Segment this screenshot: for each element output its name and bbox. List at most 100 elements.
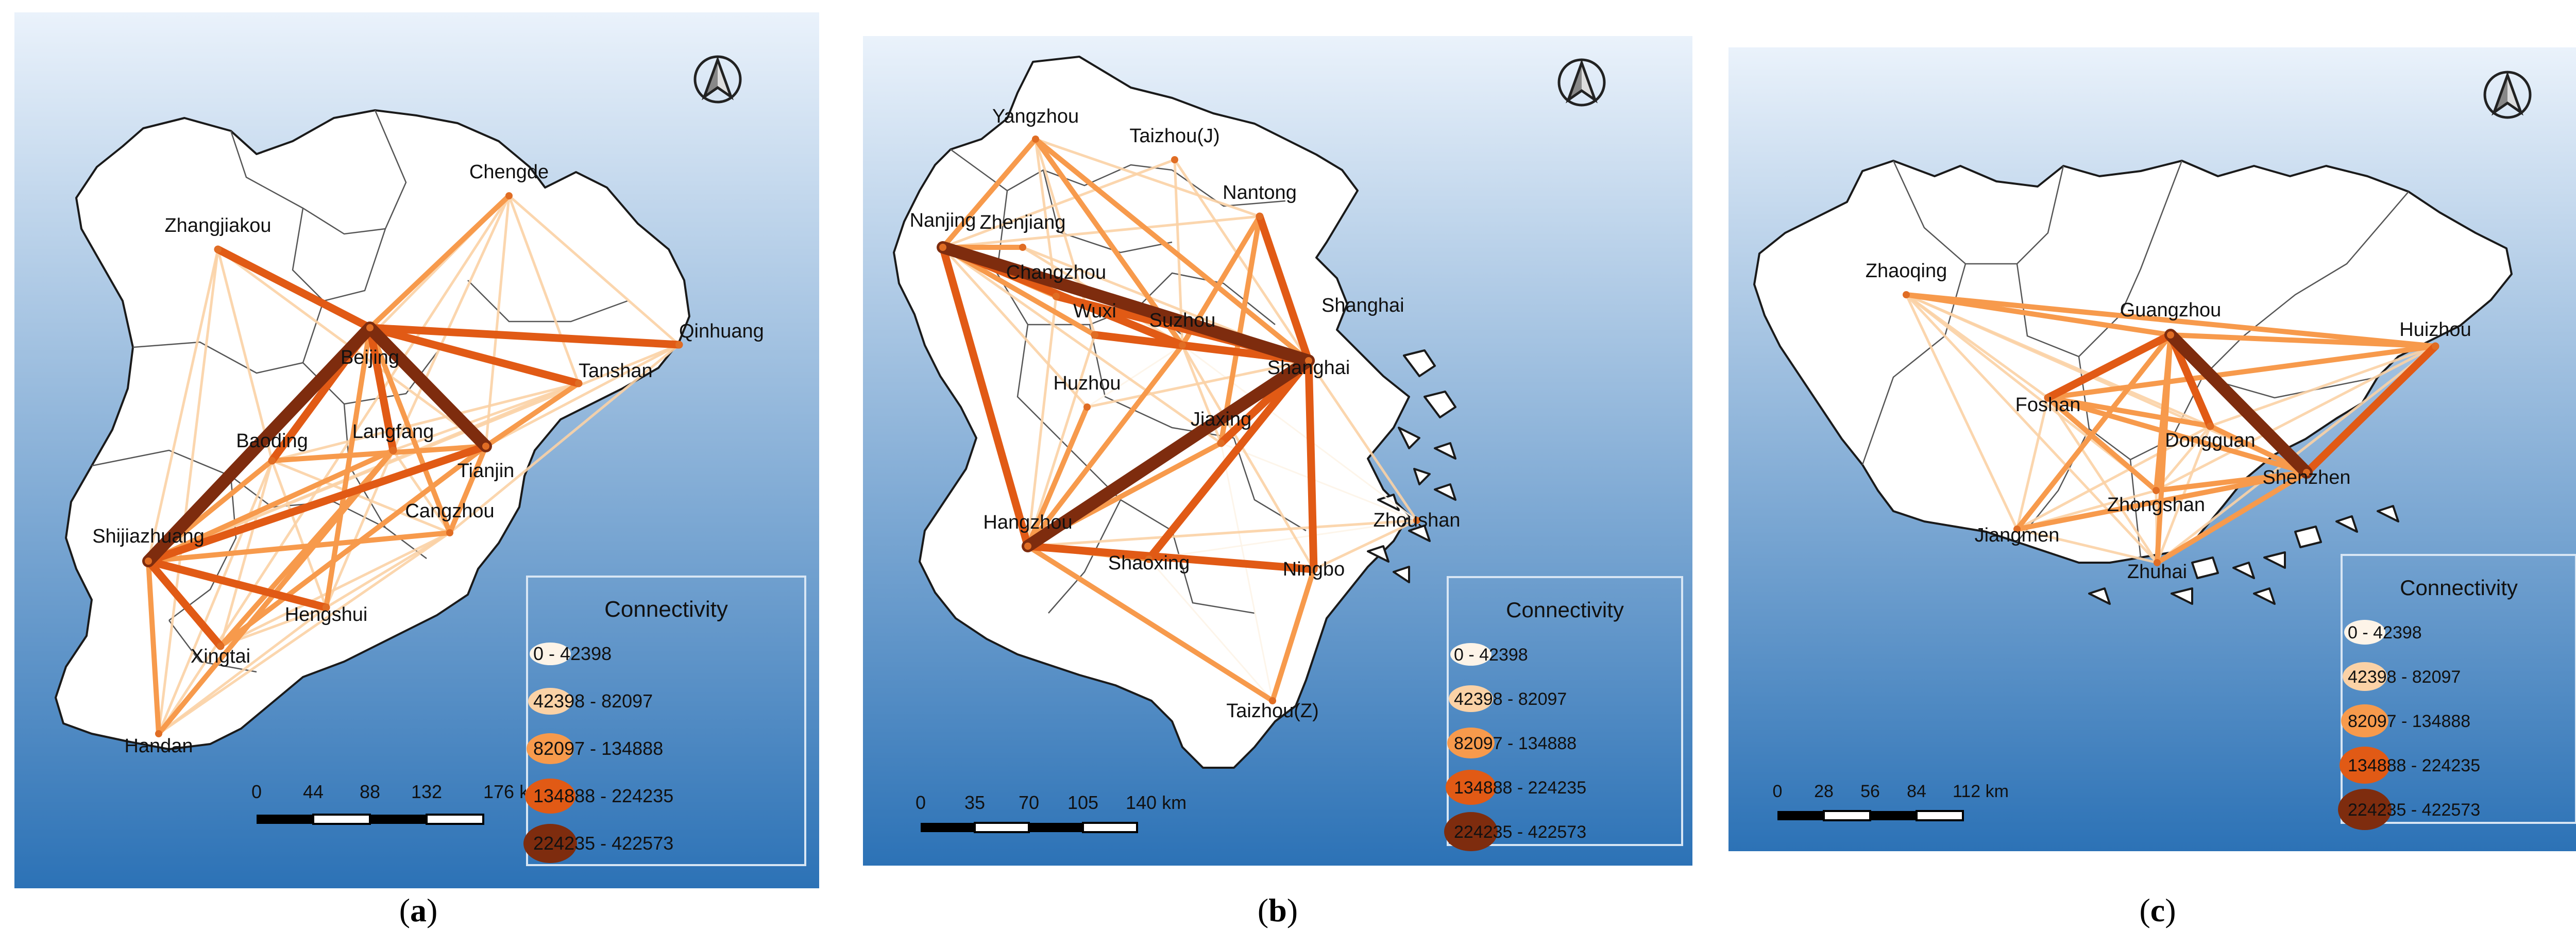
legend-title: Connectivity: [604, 597, 728, 622]
link-langfang-hengshui: [325, 449, 395, 609]
link-nantong-jiaxing: [1218, 214, 1262, 446]
link-guangzhou-jiangmen: [2014, 332, 2173, 532]
city-label: Zhongshan: [2107, 494, 2205, 516]
city-label: Zhenjiang: [980, 212, 1066, 233]
city-label: Handan: [124, 735, 193, 757]
legend-frame: [1447, 576, 1683, 846]
legend-label: 0 - 42398: [533, 643, 612, 664]
city-node: [1413, 517, 1420, 524]
legend-title: Connectivity: [1506, 598, 1624, 622]
city-label: Shijiazhuang: [92, 526, 205, 547]
link-zhoushan-jiaxing: [1220, 442, 1418, 521]
city-node: [446, 529, 453, 536]
city-node: [155, 730, 162, 737]
city-node: [1083, 403, 1091, 411]
link-guangzhou-foshan: [2044, 331, 2175, 402]
nodes-layer: Zhaoqing Guangzhou Huizhou Foshan Dongguan Sh…: [1866, 260, 2471, 583]
city-label: Nantong: [1223, 182, 1297, 204]
nodes-layer: Yangzhou Taizhou(J) Nantong Nanjing Zhenjian…: [910, 106, 1461, 722]
links-layer: [937, 137, 1418, 703]
link-beijing-langfang: [366, 324, 397, 454]
link-jiangmen-dongguan: [2015, 425, 2212, 531]
link-xingtai-langfang: [218, 448, 396, 649]
map-panel-c: Zhaoqing Guangzhou Huizhou Foshan Dongguan Sh…: [1728, 47, 2576, 851]
legend-label: 82097 - 134888: [1454, 734, 1577, 753]
scale-tick: 0: [916, 792, 926, 813]
city-label: Langfang: [352, 421, 434, 443]
city-label: Tianjin: [457, 460, 515, 482]
link-hangzhou-huzhou: [1025, 404, 1090, 549]
legend-label: 82097 - 134888: [533, 738, 663, 759]
link-nanjing-wuxi: [940, 245, 1097, 337]
link-nanjing-shanghai: [937, 241, 1315, 367]
caption-b: (b): [1257, 892, 1298, 928]
city-node: [575, 380, 582, 387]
link-taizhouz-ningbo: [1270, 567, 1316, 703]
legend-swatch: [1450, 643, 1492, 666]
link-shanghai-wuxi: [1091, 331, 1313, 365]
place-label-shanghai-coast: Shanghai: [1321, 295, 1404, 316]
link-jiangmen-foshan: [2015, 396, 2049, 531]
link-tianjin-cangzhou: [447, 444, 488, 535]
legend-swatch: [2343, 662, 2387, 691]
legend-swatch: [528, 688, 572, 715]
link-foshan-dongguan: [2045, 395, 2213, 429]
link-cangzhou-hengshui: [325, 531, 451, 609]
city-node: [2044, 394, 2052, 401]
scale-tick: 56: [1860, 782, 1880, 801]
city-label: Nanjing: [910, 210, 976, 231]
city-label: Zhangjiakou: [164, 215, 271, 236]
legend-label: 82097 - 134888: [2348, 712, 2470, 731]
link-shijiazhuang-hengshui: [144, 557, 330, 612]
scale-bar: [1777, 810, 1964, 821]
link-foshan-huizhou: [2045, 344, 2438, 400]
link-hangzhou-shanghai: [1022, 354, 1315, 552]
link-nanjing-huzhou: [941, 246, 1089, 409]
link-hangzhou-ningbo: [1024, 542, 1318, 573]
legend-label: 224235 - 422573: [533, 833, 673, 854]
link-tanshan-langfang: [392, 382, 580, 452]
city-node: [323, 604, 330, 611]
scale-bar-ticks: 0 28 56 84 112 km: [1773, 782, 2009, 801]
legend-label: 224235 - 422573: [2348, 800, 2480, 820]
city-label: Baoding: [236, 430, 308, 452]
legend-frame: [526, 576, 806, 866]
legend-label: 42398 - 82097: [533, 690, 653, 712]
link-zhangjiakou-baoding: [216, 248, 274, 462]
legend-label: 0 - 42398: [2348, 623, 2422, 643]
legend-swatch: [1449, 685, 1493, 712]
city-label: Yangzhou: [992, 106, 1079, 127]
scale-tick: 112 km: [1953, 782, 2009, 801]
link-tanshan-baoding: [270, 382, 580, 462]
link-nanjing-jiaxing: [941, 246, 1223, 445]
link-shenzhen-huizhou: [2302, 342, 2439, 477]
city-node: [1269, 697, 1276, 704]
legend-swatch: [2338, 789, 2392, 830]
city-node: [217, 643, 224, 650]
link-qinhuang-tianjin: [484, 343, 681, 448]
scale-bar-ticks: 0 35 70 105 140 km: [916, 792, 1187, 813]
legend-swatch: [1446, 770, 1496, 805]
link-nanjing-yangzhou: [940, 137, 1038, 250]
legend-swatch: [2344, 620, 2385, 645]
legend-label: 0 - 42398: [1454, 645, 1528, 665]
city-node: [1179, 342, 1186, 349]
legend-label: 134888 - 224235: [533, 785, 673, 806]
map-panel-b: Yangzhou Taizhou(J) Nantong Nanjing Zhenjian…: [863, 36, 1692, 866]
city-node: [1256, 213, 1263, 220]
city-node: [2303, 469, 2310, 476]
city-node: [2207, 423, 2214, 430]
city-label: Ningbo: [1283, 559, 1345, 580]
city-node: [1171, 156, 1178, 163]
city-label: Chengde: [469, 161, 549, 183]
city-node: [1032, 136, 1039, 143]
link-hangzhou-suzhou: [1025, 343, 1185, 549]
link-nanjing-hangzhou: [939, 243, 1032, 550]
city-node: [505, 192, 513, 199]
city-label: Suzhou: [1149, 310, 1216, 331]
map-panel-a: Chengde Zhangjiakou Qinhuang Beijing Tanshan…: [14, 12, 819, 888]
link-yangzhou-changzhou: [1034, 138, 1058, 298]
legend-label: 134888 - 224235: [2348, 756, 2480, 775]
city-node: [2432, 343, 2439, 350]
legend-label: 42398 - 82097: [1454, 689, 1567, 709]
